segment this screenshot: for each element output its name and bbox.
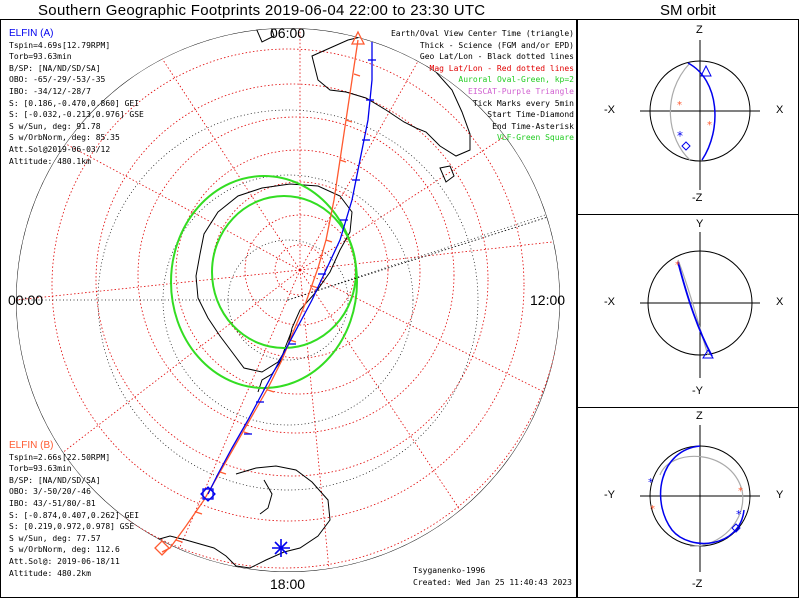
svg-text:*: * xyxy=(738,486,743,497)
antarctica-outline xyxy=(195,183,353,373)
elfin-a-line: S: [0.186,-0.470,0.860] GEI xyxy=(9,98,140,108)
elfin-b-line: OBO: 3/-50/20/-46 xyxy=(9,487,91,497)
legend-item: Mag Lat/Lon - Red dotted lines xyxy=(429,63,575,73)
elfin-b-line: S w/Sun, deg: 77.57 xyxy=(9,533,101,543)
elfin-a-line: S: [-0.032,-0.213,0.976] GSE xyxy=(9,110,144,120)
sm-yz-bottom-label: -Z xyxy=(692,578,703,590)
polar-map xyxy=(16,28,560,572)
legend-item: Geo Lat/Lon - Black dotted lines xyxy=(419,52,574,62)
sm-yz-left-label: -Y xyxy=(604,489,615,501)
elfin-b-line: Altitude: 480.2km xyxy=(9,568,91,578)
south-america-tip-outline xyxy=(259,479,273,515)
sm-xz-bottom-label: -Z xyxy=(692,192,703,204)
sm-xy-bottom-label: -Y xyxy=(692,385,703,397)
hour-label-top: 06:00 xyxy=(270,25,306,41)
elfin-b-line: Att.Sol@: 2019-06-18/11 xyxy=(9,556,120,566)
created-timestamp: Created: Wed Jan 25 11:40:43 2023 xyxy=(413,577,572,587)
sm-xz-right-label: X xyxy=(776,104,784,116)
view-direction-line xyxy=(287,207,560,301)
elfin-b-line: IBO: 43/-51/80/-81 xyxy=(9,498,96,508)
elfin-a-line: S w/OrbNorm, deg: 85.35 xyxy=(9,133,120,143)
elfin-a-start-square xyxy=(202,488,214,500)
elfin-a-line: Att.Sol@2019-06-03/12 xyxy=(9,144,111,154)
elfin-b-line: S: [-0.874,0.407,0.262] GEI xyxy=(9,510,140,520)
sm-xy-left-label: -X xyxy=(604,296,615,308)
hour-label-bottom: 18:00 xyxy=(270,576,306,592)
elfin-a-line: S w/Sun, deg: 91.78 xyxy=(9,121,101,131)
south-america-outline xyxy=(145,465,331,569)
sm-yz-top-label: Z xyxy=(696,410,703,422)
elfin-b-title: ELFIN (B) xyxy=(9,440,54,451)
elfin-a-line: Torb=93.63min xyxy=(9,52,72,62)
legend-item: Earth/Oval View Center Time (triangle) xyxy=(390,29,574,38)
sm-panel-yz-frame xyxy=(577,407,799,598)
svg-text:*: * xyxy=(648,476,654,489)
sm-xy-elfin-a xyxy=(677,261,713,357)
hour-label-left: 00:00 xyxy=(8,292,44,308)
sm-panel-yz: * * * * xyxy=(640,425,760,572)
legend-item: Start Time-Diamond xyxy=(487,110,574,120)
legend-item: Tick Marks every 5min xyxy=(472,98,574,108)
elfin-a-end-asterisk xyxy=(272,539,290,557)
model-credit: Tsyganenko-1996 xyxy=(413,566,486,575)
legend-item: EISCAT-Purple Triangle xyxy=(468,86,574,96)
sm-xy-top-label: Y xyxy=(696,218,704,230)
legend-item: VLF-Green Square xyxy=(496,133,574,143)
sm-xz-left-label: -X xyxy=(604,104,615,116)
tasmania-outline xyxy=(439,165,455,183)
elfin-b-info: ELFIN (B) Tspin=2.66s[22.50RPM] Torb=93.… xyxy=(9,440,139,579)
elfin-a-info: ELFIN (A) Tspin=4.69s[12.79RPM] Torb=93.… xyxy=(9,28,144,167)
sm-yz-elfin-a xyxy=(659,445,745,545)
elfin-b-line: S w/OrbNorm, deg: 112.6 xyxy=(9,545,120,555)
elfin-b-start-diamond xyxy=(154,540,170,556)
elfin-a-title: ELFIN (A) xyxy=(9,28,54,39)
map-frame xyxy=(0,19,577,598)
elfin-a-track xyxy=(200,42,376,502)
sm-xz-triangle xyxy=(700,64,712,77)
elfin-b-line: Torb=93.63min xyxy=(9,464,72,474)
elfin-a-line: IBO: -34/12/-28/7 xyxy=(9,86,91,96)
hour-label-right: 12:00 xyxy=(530,292,566,308)
sm-panel-xy: * xyxy=(640,232,760,378)
sm-xz-orbit-ref xyxy=(669,62,691,161)
svg-text:*: * xyxy=(675,260,680,271)
elfin-b-center-triangle xyxy=(350,30,366,45)
svg-text:*: * xyxy=(650,504,655,515)
legend-item: Auroral Oval-Green, kp=2 xyxy=(458,75,574,85)
geo-grid xyxy=(16,109,560,491)
sm-xz-top-label: Z xyxy=(696,24,703,36)
new-zealand-outline xyxy=(255,28,275,43)
svg-text:*: * xyxy=(707,120,712,131)
svg-text:*: * xyxy=(677,129,683,143)
elfin-b-line: Tspin=2.66s[22.50RPM] xyxy=(9,452,111,462)
elfin-a-line: OBO: -65/-29/-53/-35 xyxy=(9,75,106,85)
elfin-b-line: S: [0.219,0.972,0.978] GSE xyxy=(9,522,135,532)
sm-xy-right-label: X xyxy=(776,296,784,308)
legend-item: Thick - Science (FGM and/or EPD) xyxy=(419,40,574,50)
sm-xz-elfin-a xyxy=(687,62,716,161)
svg-text:*: * xyxy=(736,508,742,521)
sm-panel-xz: * * * xyxy=(640,40,760,190)
svg-text:*: * xyxy=(677,100,682,111)
credits: Tsyganenko-1996 Created: Wed Jan 25 11:4… xyxy=(413,565,572,588)
sm-orbit-title: SM orbit xyxy=(660,2,716,19)
elfin-b-line: B/SP: [NA/ND/SD/SA] xyxy=(9,475,101,485)
auroral-oval xyxy=(170,175,358,389)
sm-yz-right-label: Y xyxy=(776,489,784,501)
map-title: Southern Geographic Footprints 2019-06-0… xyxy=(38,2,486,19)
sm-panel-xz-frame xyxy=(577,19,799,215)
elfin-a-line: Tspin=4.69s[12.79RPM] xyxy=(9,40,111,50)
legend: Earth/Oval View Center Time (triangle) T… xyxy=(340,28,574,144)
elfin-a-line: Altitude: 480.1km xyxy=(9,156,91,166)
sm-panel-xy-frame xyxy=(577,214,799,408)
elfin-a-line: B/SP: [NA/ND/SD/SA] xyxy=(9,63,101,73)
elfin-a-tick-marks xyxy=(244,59,376,435)
legend-item: End Time-Asterisk xyxy=(492,121,574,131)
